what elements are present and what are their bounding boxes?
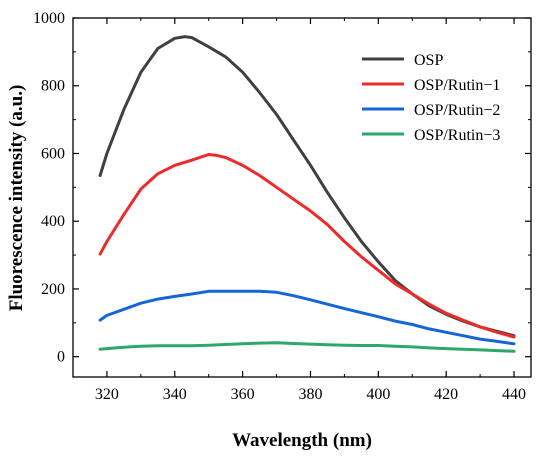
y-tick-label: 800 [41, 78, 65, 95]
x-tick-label: 360 [231, 386, 255, 403]
legend: OSP OSP/Rutin−1 OSP/Rutin−2 OSP/Rutin−3 [362, 52, 500, 144]
plot-lines [98, 35, 516, 353]
y-axis-title: Fluorescence intensity (a.u.) [6, 85, 27, 312]
legend-label-1: OSP [414, 52, 443, 69]
legend-label-4: OSP/Rutin−3 [414, 127, 500, 144]
x-tick-label: 340 [163, 386, 187, 403]
ticks [73, 17, 531, 377]
x-tick-label: 320 [95, 386, 119, 403]
y-tick-label: 600 [41, 145, 65, 162]
legend-label-2: OSP/Rutin−1 [414, 77, 500, 94]
series-line-2 [98, 153, 516, 339]
x-tick-label: 400 [366, 386, 390, 403]
series-line-4 [98, 341, 516, 353]
series-line-3 [98, 289, 516, 346]
x-tick-label: 380 [298, 386, 322, 403]
y-tick-label: 400 [41, 213, 65, 230]
y-tick-label: 0 [57, 349, 65, 366]
y-tick-label: 1000 [33, 10, 65, 27]
x-tick-label: 440 [502, 386, 526, 403]
plot-frame [72, 17, 532, 378]
legend-label-3: OSP/Rutin−2 [414, 102, 500, 119]
y-tick-label: 200 [41, 281, 65, 298]
tick-labels: 320 340 360 380 400 420 440 0 200 400 600 800 1000 [33, 10, 526, 403]
x-tick-label: 420 [434, 386, 458, 403]
x-axis-title: Wavelength (nm) [232, 430, 372, 451]
